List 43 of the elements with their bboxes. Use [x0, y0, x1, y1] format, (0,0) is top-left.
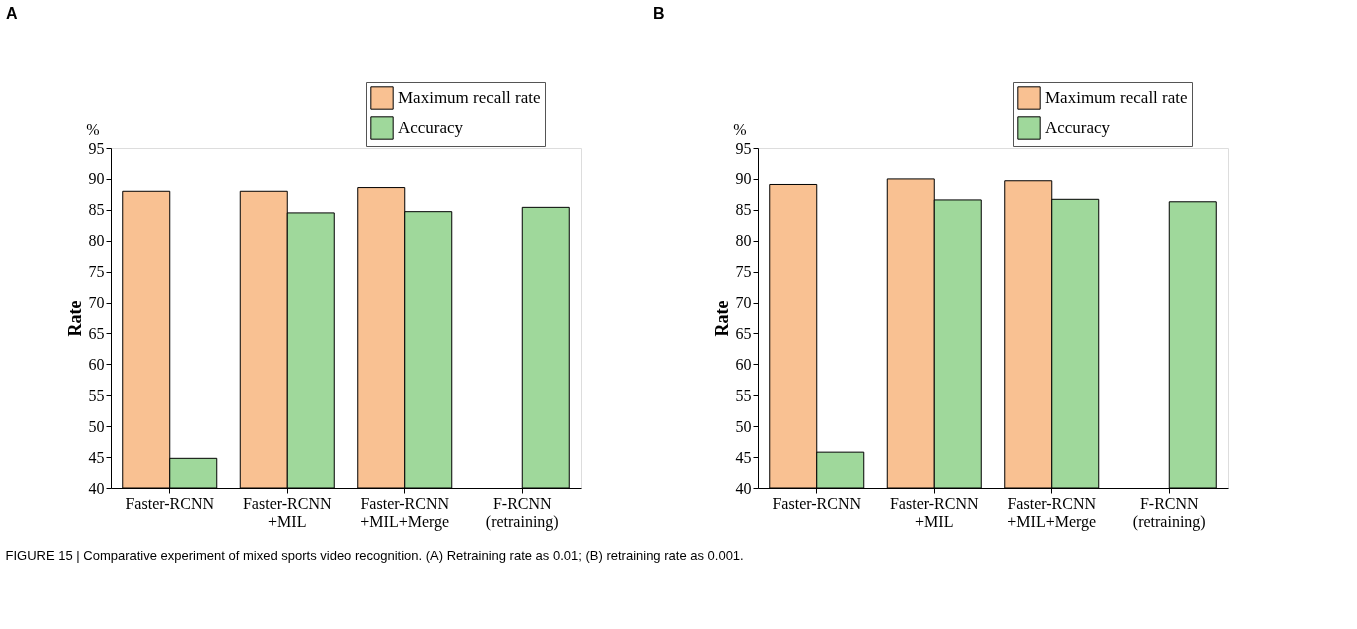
x-tick-label: F-RCNN (retraining) [1132, 494, 1206, 531]
y-tick-label: 55 [88, 386, 105, 404]
y-tick-label: 40 [88, 479, 105, 497]
chart-title: B [653, 4, 665, 22]
y-tick-label: 40 [735, 479, 752, 497]
y-tick-label: 55 [735, 386, 752, 404]
y-tick-label: 85 [735, 201, 752, 219]
legend-label: Accuracy [1045, 118, 1111, 137]
y-axis-title: Rate [64, 300, 85, 337]
y-tick-label: 65 [88, 324, 105, 342]
legend-label: Maximum recall rate [1045, 88, 1188, 107]
text: % [86, 121, 100, 138]
y-tick-label: 60 [88, 355, 105, 373]
x-tick-label: F-RCNN (retraining) [485, 494, 559, 531]
y-tick-label: 45 [88, 448, 105, 466]
x-tick-label: Faster-RCNN +MIL [889, 494, 979, 530]
y-tick-label: 75 [88, 263, 105, 281]
y-tick-label: 70 [735, 294, 752, 312]
y-tick-label: 65 [735, 324, 752, 342]
y-tick-label: 75 [735, 263, 752, 281]
y-tick-label: 45 [735, 448, 752, 466]
x-tick-label: Faster-RCNN +MIL [242, 494, 332, 530]
legend-label: Maximum recall rate [398, 88, 541, 107]
y-tick-label: 85 [88, 201, 105, 219]
y-axis-title: Rate [711, 300, 732, 337]
x-tick-label: Faster-RCNN +MIL+Merge [360, 494, 450, 531]
y-tick-label: 50 [88, 417, 105, 435]
x-tick-label: Faster-RCNN [772, 494, 862, 512]
y-tick-label: 90 [88, 170, 105, 188]
x-tick-label: Faster-RCNN [125, 494, 215, 512]
legend-label: Accuracy [398, 118, 464, 137]
caption: FIGURE 15 | Comparative experiment of mixed sports video recognition. (A) Retraining rate as 0.01; (B) retraining rate as 0.001. [5, 547, 744, 563]
y-tick-label: 80 [735, 232, 752, 250]
y-tick-label: 70 [88, 294, 105, 312]
text: % [733, 121, 747, 138]
y-tick-label: 80 [88, 232, 105, 250]
y-tick-label: 60 [735, 355, 752, 373]
x-tick-label: Faster-RCNN +MIL+Merge [1007, 494, 1097, 531]
y-tick-label: 90 [735, 170, 752, 188]
y-tick-label: 95 [735, 139, 752, 157]
y-tick-label: 95 [88, 139, 105, 157]
chart-title: A [6, 4, 18, 22]
y-tick-label: 50 [735, 417, 752, 435]
